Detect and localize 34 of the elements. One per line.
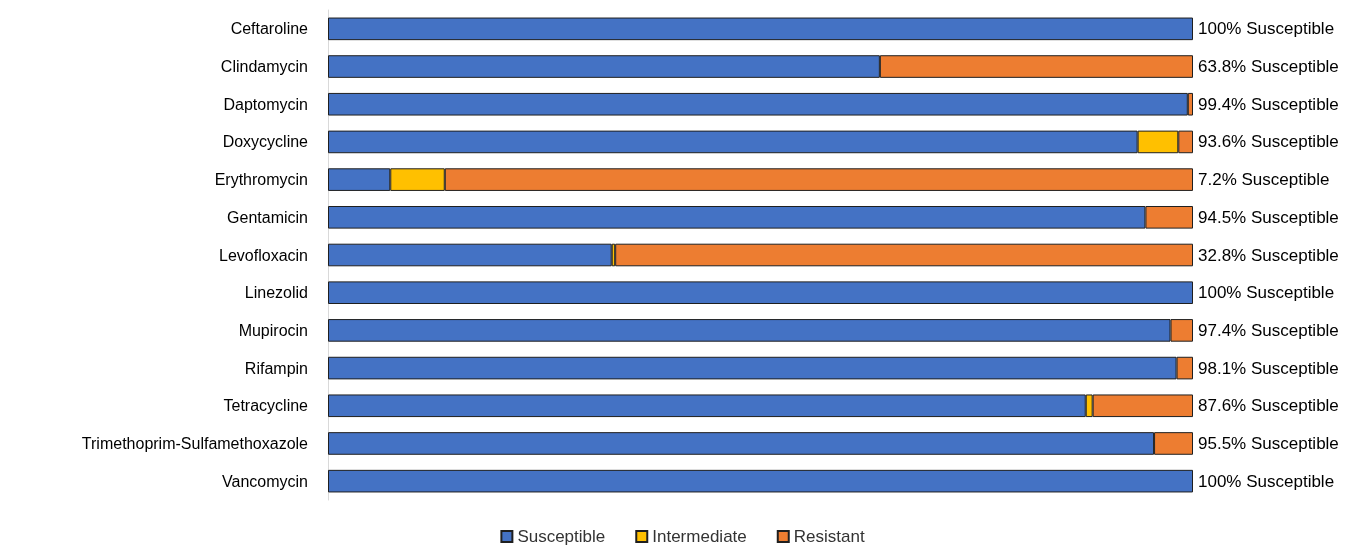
bar bbox=[328, 281, 1193, 304]
data-label: 87.6% Susceptible bbox=[1198, 396, 1339, 416]
data-label: 100% Susceptible bbox=[1198, 283, 1335, 303]
y-tick-label: Doxycycline bbox=[222, 133, 309, 151]
y-tick-label: Tetracycline bbox=[223, 397, 309, 415]
data-label: 93.6% Susceptible bbox=[1198, 132, 1339, 152]
bar bbox=[615, 243, 1193, 267]
y-tick-label: Trimethoprim-Sulfamethoxazole bbox=[81, 434, 309, 452]
data-label: 100% Susceptible bbox=[1198, 471, 1335, 491]
data-label: 94.5% Susceptible bbox=[1198, 207, 1339, 227]
data-label: 63.8% Susceptible bbox=[1198, 57, 1339, 77]
y-tick-label: Daptomycin bbox=[223, 95, 308, 113]
legend-label: Intermediate bbox=[652, 527, 747, 546]
legend-label: Resistant bbox=[793, 527, 865, 546]
y-tick-label: Clindamycin bbox=[220, 58, 308, 76]
data-label: 95.5% Susceptible bbox=[1198, 433, 1339, 453]
data-label: 32.8% Susceptible bbox=[1198, 245, 1339, 265]
y-tick-label: Mupirocin bbox=[238, 321, 308, 339]
y-tick-label: Ceftaroline bbox=[230, 20, 309, 38]
bar bbox=[328, 243, 612, 267]
y-tick-label: Rifampin bbox=[244, 359, 308, 377]
bar bbox=[328, 469, 1193, 493]
y-tick-label: Linezolid bbox=[244, 284, 308, 302]
y-tick-label: Erythromycin bbox=[214, 171, 308, 189]
bar bbox=[328, 17, 1193, 41]
data-label: 97.4% Susceptible bbox=[1198, 320, 1339, 340]
y-tick-label: Gentamicin bbox=[227, 208, 308, 226]
data-label: 98.1% Susceptible bbox=[1198, 358, 1339, 378]
legend-label: Susceptible bbox=[517, 527, 606, 546]
data-label: 100% Susceptible bbox=[1198, 19, 1335, 39]
y-tick-label: Levofloxacin bbox=[219, 246, 308, 264]
y-tick-label: Vancomycin bbox=[222, 472, 308, 490]
data-label: 99.4% Susceptible bbox=[1198, 94, 1339, 114]
data-label: 7.2% Susceptible bbox=[1198, 170, 1330, 190]
